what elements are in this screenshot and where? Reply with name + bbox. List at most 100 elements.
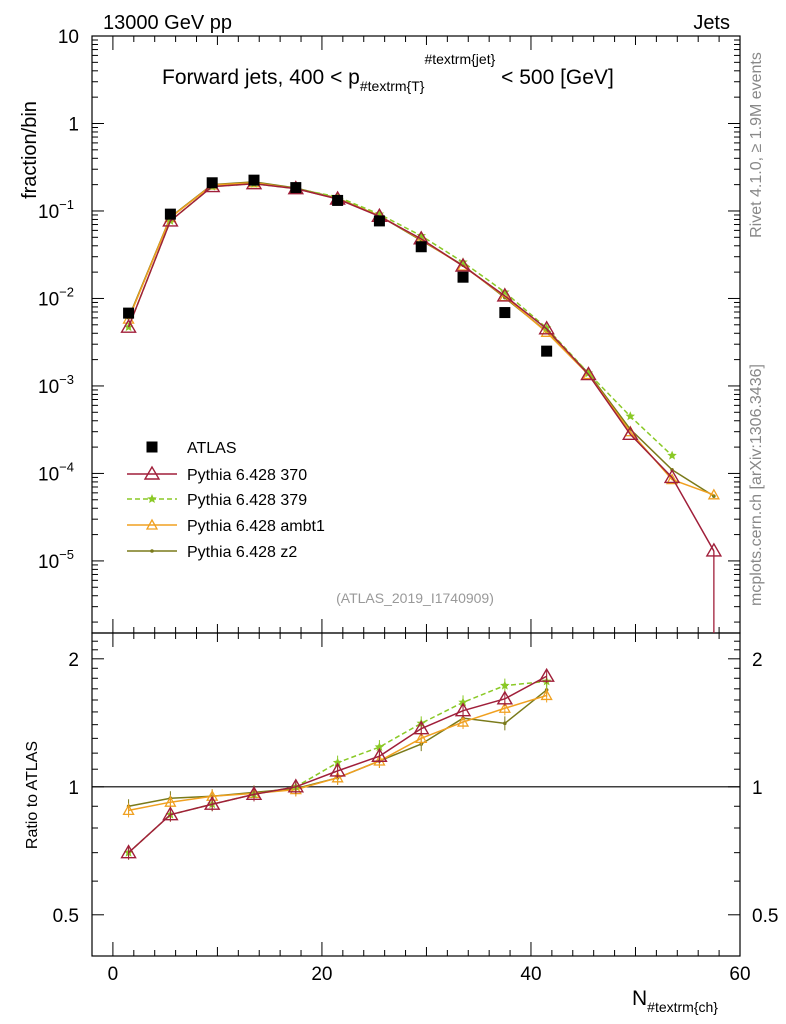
y-tick-label-2: 10−1 [38,197,74,223]
point-pythia-6-428-370-12 [622,425,639,441]
point-pythia-6-428-379-12 [625,411,635,421]
point-pythia-6-428-379-13 [667,450,677,460]
x-tick-label-1: 20 [311,964,332,985]
line-pythia-6-428-379 [127,182,673,457]
ratio-tick-label-1: 1 [68,778,79,799]
point-atlas-5 [332,194,344,206]
ratio-point-pythia-6-428-ambt1-10 [540,689,553,701]
plot-title: Forward jets, 400 < p#textrm{T} #textrm{j… [162,51,614,94]
point-atlas-1 [164,208,176,220]
ratio-y-axis-label: Ratio to ATLAS [24,741,41,849]
line-pythia-6-428-370 [127,182,715,552]
x-tick-label-2: 40 [520,964,541,985]
ratio-point-pythia-6-428-370-3 [245,785,263,801]
y-tick-label-1: 1 [68,114,79,135]
x-tick-label-0: 0 [108,964,119,985]
ratio-point-pythia-6-428-379-5 [332,757,343,767]
ratio-tick-label-2: 2 [68,650,79,671]
ratio-point-pythia-6-428-379-9 [500,680,510,690]
point-pythia-6-428-ambt1-11 [582,368,595,380]
point-pythia-6-428-370-1 [162,212,179,227]
ratio-tick-label-right-0: 0.5 [752,906,778,927]
y-axis-ratio: 0.5 0.5 1 1 2 2 [53,632,778,957]
legend: ATLAS Pythia 6.428 370 Pythia 6.428 379 Pyt… [127,440,325,561]
x-axis-label-main: N [632,987,647,1010]
point-pythia-6-428-370-9 [496,287,514,302]
ratio-plot-frame [91,632,741,957]
point-pythia-6-428-370-11 [580,366,597,381]
ratio-point-pythia-6-428-370-6 [371,747,388,762]
point-atlas-4 [290,182,302,194]
x-axis-label: N#textrm{ch} [632,987,718,1015]
ratio-point-pythia-6-428-370-5 [329,762,346,777]
ratio-point-pythia-6-428-370-0 [120,844,137,859]
point-atlas-0 [123,307,135,319]
ratio-point-pythia-6-428-ambt1-6 [373,754,386,766]
point-atlas-7 [415,241,427,253]
side-label-mcplots: mcplots.cern.ch [arXiv:1306.3436] [748,364,765,606]
point-pythia-6-428-370-0 [120,318,137,333]
point-atlas-2 [206,177,218,189]
point-atlas-9 [499,307,511,319]
ratio-point-pythia-6-428-370-7 [413,720,430,735]
legend-label-atlas: ATLAS [187,440,237,457]
ratio-point-pythia-6-428-370-10 [538,667,555,682]
point-pythia-6-428-370-13 [663,469,681,484]
header-right: Jets [693,12,730,34]
plot-title-sub: #textrm{T} [360,78,425,94]
analysis-watermark: (ATLAS_2019_I1740909) [336,590,494,606]
point-atlas-6 [373,215,385,227]
y-tick-label-3: 10−2 [38,284,74,310]
point-pythia-6-428-ambt1-14 [707,488,720,500]
x-axis-label-sub: #textrm{ch} [647,999,718,1015]
legend-label-pythia-6-428-370: Pythia 6.428 370 [187,467,307,484]
y-tick-label-4: 10−3 [38,372,74,398]
legend-marker-pythia-6-428-379 [147,494,157,503]
point-pythia-6-428-379-10 [541,323,552,332]
ratio-point-pythia-6-428-ambt1-7 [415,732,428,744]
ratio-point-pythia-6-428-370-4 [287,778,305,793]
ratio-point-pythia-6-428-ambt1-1 [164,795,177,807]
ratio-point-pythia-6-428-z2-9 [503,721,507,726]
ratio-tick-label-right-1: 1 [752,778,763,799]
ratio-point-pythia-6-428-ambt1-9 [498,701,511,713]
x-axis: 0 20 40 60 [108,36,751,985]
ratio-point-pythia-6-428-ambt1-0 [122,804,135,816]
ratio-point-pythia-6-428-370-2 [203,795,221,810]
point-pythia-6-428-370-10 [538,320,555,335]
y-tick-label-6: 10−5 [38,547,74,573]
ratio-point-pythia-6-428-370-8 [454,702,472,717]
ratio-point-pythia-6-428-370-9 [496,690,514,705]
legend-marker-atlas [146,441,158,453]
ratio-line-pythia-6-428-z2 [128,689,548,807]
plot-title-tail: < 500 [GeV] [495,66,614,89]
point-pythia-6-428-379-11 [583,368,594,378]
point-pythia-6-428-370-8 [454,257,472,272]
y-tick-label-0: 10 [58,27,79,48]
x-tick-label-3: 60 [729,964,750,985]
legend-label-pythia-6-428-ambt1: Pythia 6.428 ambt1 [187,518,325,535]
point-pythia-6-428-ambt1-13 [665,473,679,485]
ratio-point-pythia-6-428-379-8 [458,697,468,707]
y-tick-label-5: 10−4 [38,459,74,485]
ratio-point-pythia-6-428-ambt1-5 [331,771,344,783]
ratio-point-pythia-6-428-370-1 [162,806,179,821]
ratio-line-pythia-6-428-ambt1 [128,694,547,812]
ratio-point-pythia-6-428-ambt1-8 [456,715,470,727]
header-left: 13000 GeV pp [103,12,232,34]
y-axis-label: fraction/bin [19,101,41,199]
legend-marker-pythia-6-428-ambt1 [145,518,159,530]
side-label-rivet: Rivet 4.1.0, ≥ 1.9M events [748,52,765,238]
legend-label-pythia-6-428-z2: Pythia 6.428 z2 [187,544,297,561]
main-series-layer [120,174,723,633]
point-atlas-3 [248,174,260,186]
point-atlas-10 [541,345,553,357]
ratio-point-pythia-6-428-379-6 [374,742,385,752]
legend-label-pythia-6-428-379: Pythia 6.428 379 [187,492,307,509]
point-atlas-8 [457,271,469,283]
ratio-tick-label-right-2: 2 [752,650,763,671]
y-axis-main: 10 1 10−1 10−2 10−3 10−4 10−5 [38,27,740,623]
ratio-series-layer [120,667,555,860]
legend-marker-pythia-6-428-370 [143,465,161,480]
